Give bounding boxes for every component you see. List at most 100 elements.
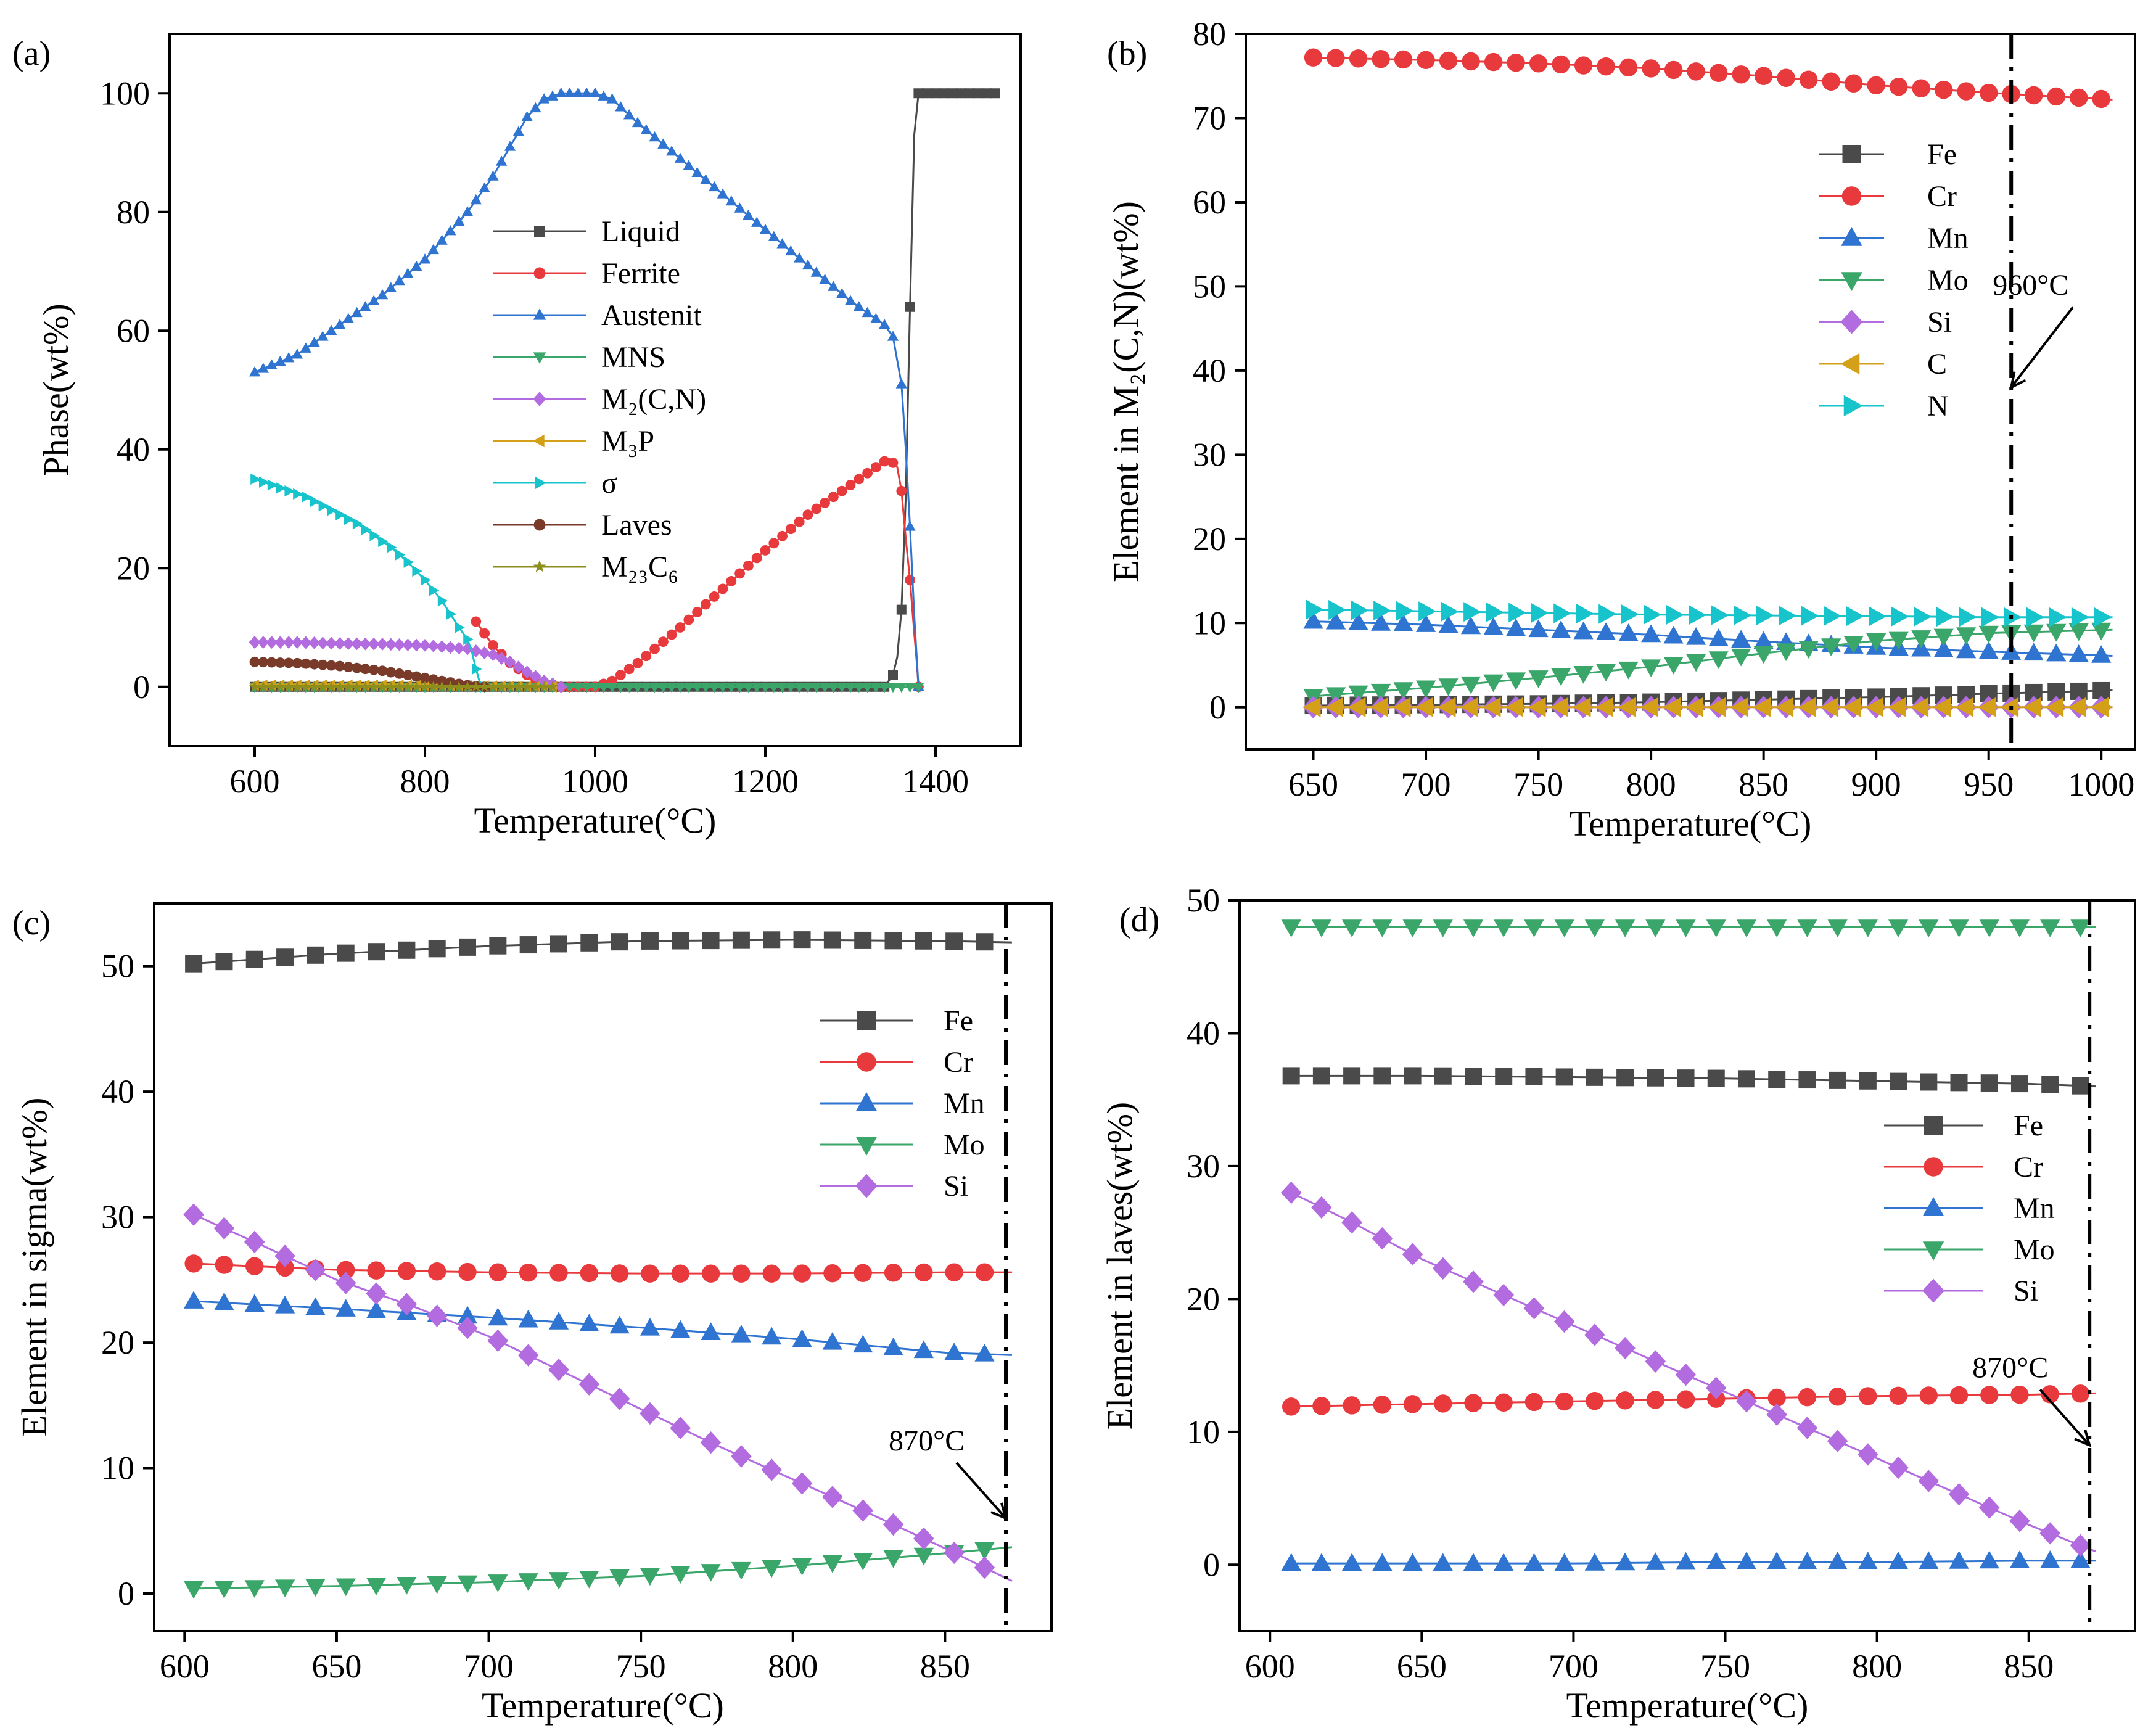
plot-area xyxy=(249,87,1000,694)
legend-item-Austenit: Austenit xyxy=(493,299,702,332)
legend-label: Fe xyxy=(944,1005,973,1037)
data-point xyxy=(244,1294,265,1312)
data-point xyxy=(1867,76,1885,94)
legend-label: Ferrite xyxy=(601,257,680,290)
data-point xyxy=(429,585,440,596)
data-point xyxy=(1438,678,1459,696)
data-point xyxy=(1843,636,1864,654)
data-point xyxy=(810,266,822,277)
data-point xyxy=(913,682,924,693)
data-point xyxy=(302,491,312,503)
series-Cr xyxy=(1282,1384,2096,1416)
data-point xyxy=(700,1431,722,1454)
data-point xyxy=(2023,643,2044,661)
data-point xyxy=(726,576,737,586)
data-point xyxy=(326,324,337,335)
data-point xyxy=(1573,697,1591,717)
data-point xyxy=(1644,604,1661,625)
data-point xyxy=(1554,1553,1574,1571)
y-tick-label: 20 xyxy=(117,549,150,586)
data-point xyxy=(1483,674,1504,693)
data-point xyxy=(1663,625,1684,644)
panel-label: (b) xyxy=(1107,35,1147,73)
data-point xyxy=(2041,1076,2059,1093)
data-point xyxy=(1675,1363,1697,1386)
data-point xyxy=(683,682,694,693)
data-point xyxy=(609,1569,630,1587)
data-point xyxy=(366,1282,387,1305)
data-point xyxy=(1463,919,1484,937)
data-point xyxy=(1573,666,1594,684)
data-point xyxy=(1464,1394,1483,1412)
data-point xyxy=(589,87,601,98)
data-point xyxy=(419,672,430,683)
series-line xyxy=(1291,1560,2096,1565)
data-point xyxy=(1736,1390,1757,1413)
data-point xyxy=(461,681,474,692)
data-point xyxy=(973,88,983,99)
data-point xyxy=(1730,697,1749,717)
x-tick-label: 800 xyxy=(768,1648,818,1685)
legend-marker xyxy=(533,519,546,531)
y-tick-label: 10 xyxy=(1193,604,1226,641)
data-point xyxy=(1393,697,1411,717)
data-point xyxy=(887,458,899,468)
data-point xyxy=(305,1297,326,1315)
data-point xyxy=(249,366,261,377)
data-point xyxy=(1486,602,1504,622)
data-point xyxy=(1949,919,1969,937)
data-point xyxy=(640,1402,660,1425)
data-point xyxy=(1615,919,1636,937)
data-point xyxy=(1736,919,1757,937)
data-point xyxy=(517,1344,539,1367)
legend-marker xyxy=(533,352,546,364)
data-point xyxy=(1889,78,1908,96)
data-point xyxy=(1888,631,1909,650)
data-point xyxy=(326,681,337,692)
data-point xyxy=(342,681,354,692)
legend-marker xyxy=(534,226,545,237)
plot-frame xyxy=(1238,899,2136,1632)
data-point xyxy=(1550,668,1571,686)
data-point xyxy=(470,644,482,657)
data-point xyxy=(1979,1550,1999,1569)
data-point xyxy=(1621,604,1639,625)
data-point xyxy=(822,1331,842,1350)
data-point xyxy=(2072,1077,2089,1095)
data-point xyxy=(335,1272,356,1294)
legend-item-Mo: Mo xyxy=(1884,1233,2055,1266)
data-point xyxy=(884,1264,903,1282)
data-point xyxy=(1494,1393,1513,1412)
data-point xyxy=(1737,1070,1755,1088)
chart-panel-a: (a) 600 800 1000 1200 1400 0 20 40 60 80 100 Tempera… xyxy=(12,33,1022,841)
data-point xyxy=(1914,606,1932,627)
data-point xyxy=(529,670,541,683)
data-point xyxy=(1463,602,1481,622)
data-point xyxy=(1949,1386,1969,1405)
legend-label: σ xyxy=(601,467,617,500)
data-point xyxy=(852,1499,874,1522)
data-point xyxy=(421,574,431,586)
data-point xyxy=(397,1262,416,1280)
data-point xyxy=(1912,79,1930,97)
data-point xyxy=(701,1564,721,1582)
legend-marker xyxy=(533,308,546,320)
data-point xyxy=(1586,1068,1603,1086)
data-point xyxy=(335,1299,356,1317)
data-point xyxy=(395,549,406,561)
x-tick-label: 600 xyxy=(1245,1648,1295,1685)
data-point xyxy=(1708,651,1729,669)
data-point xyxy=(1484,52,1503,72)
data-point xyxy=(611,933,628,951)
data-point xyxy=(1711,605,1729,625)
data-point xyxy=(743,209,754,220)
data-point xyxy=(519,936,537,954)
data-point xyxy=(366,1578,387,1595)
data-point xyxy=(1616,1391,1634,1410)
y-tick-label: 70 xyxy=(1193,99,1226,136)
data-point xyxy=(1598,604,1616,624)
data-point xyxy=(359,637,371,651)
data-point xyxy=(1552,55,1570,74)
data-point xyxy=(488,1263,508,1281)
data-point xyxy=(368,681,380,692)
